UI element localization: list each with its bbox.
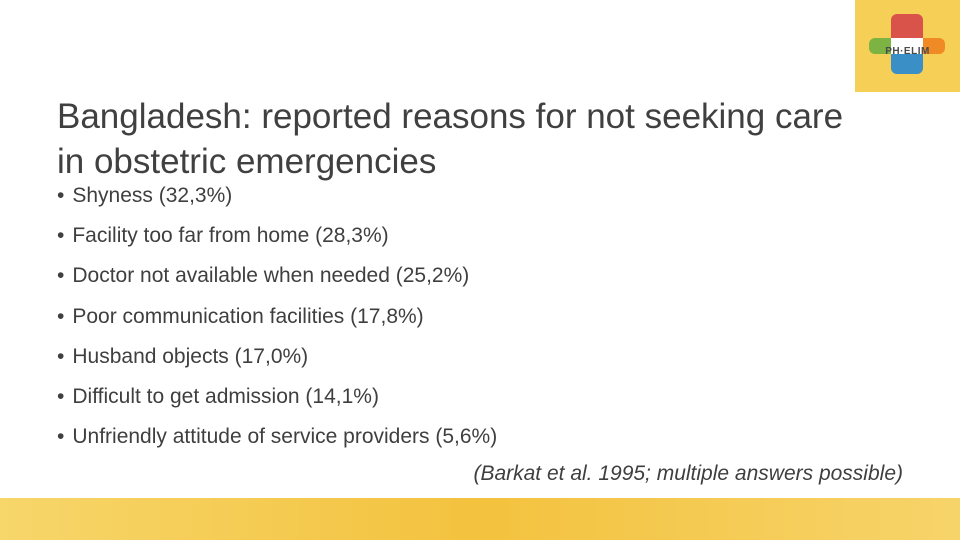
bullet-item: Facility too far from home (28,3%) [57, 220, 497, 260]
slide-title: Bangladesh: reported reasons for not see… [57, 97, 844, 181]
citation: (Barkat et al. 1995; multiple answers po… [473, 462, 903, 485]
logo: PH·ELIM [855, 0, 960, 92]
logo-icon [855, 0, 960, 92]
bullet-item: Shyness (32,3%) [57, 180, 497, 220]
bullet-item: Husband objects (17,0%) [57, 341, 497, 381]
bullet-item: Difficult to get admission (14,1%) [57, 381, 497, 421]
bullet-item: Unfriendly attitude of service providers… [57, 421, 497, 461]
bullet-item: Doctor not available when needed (25,2%) [57, 260, 497, 300]
logo-text: PH·ELIM [885, 46, 930, 57]
bullet-item: Poor communication facilities (17,8%) [57, 301, 497, 341]
footer-band [0, 498, 960, 540]
bullet-list: Shyness (32,3%)Facility too far from hom… [57, 180, 497, 461]
